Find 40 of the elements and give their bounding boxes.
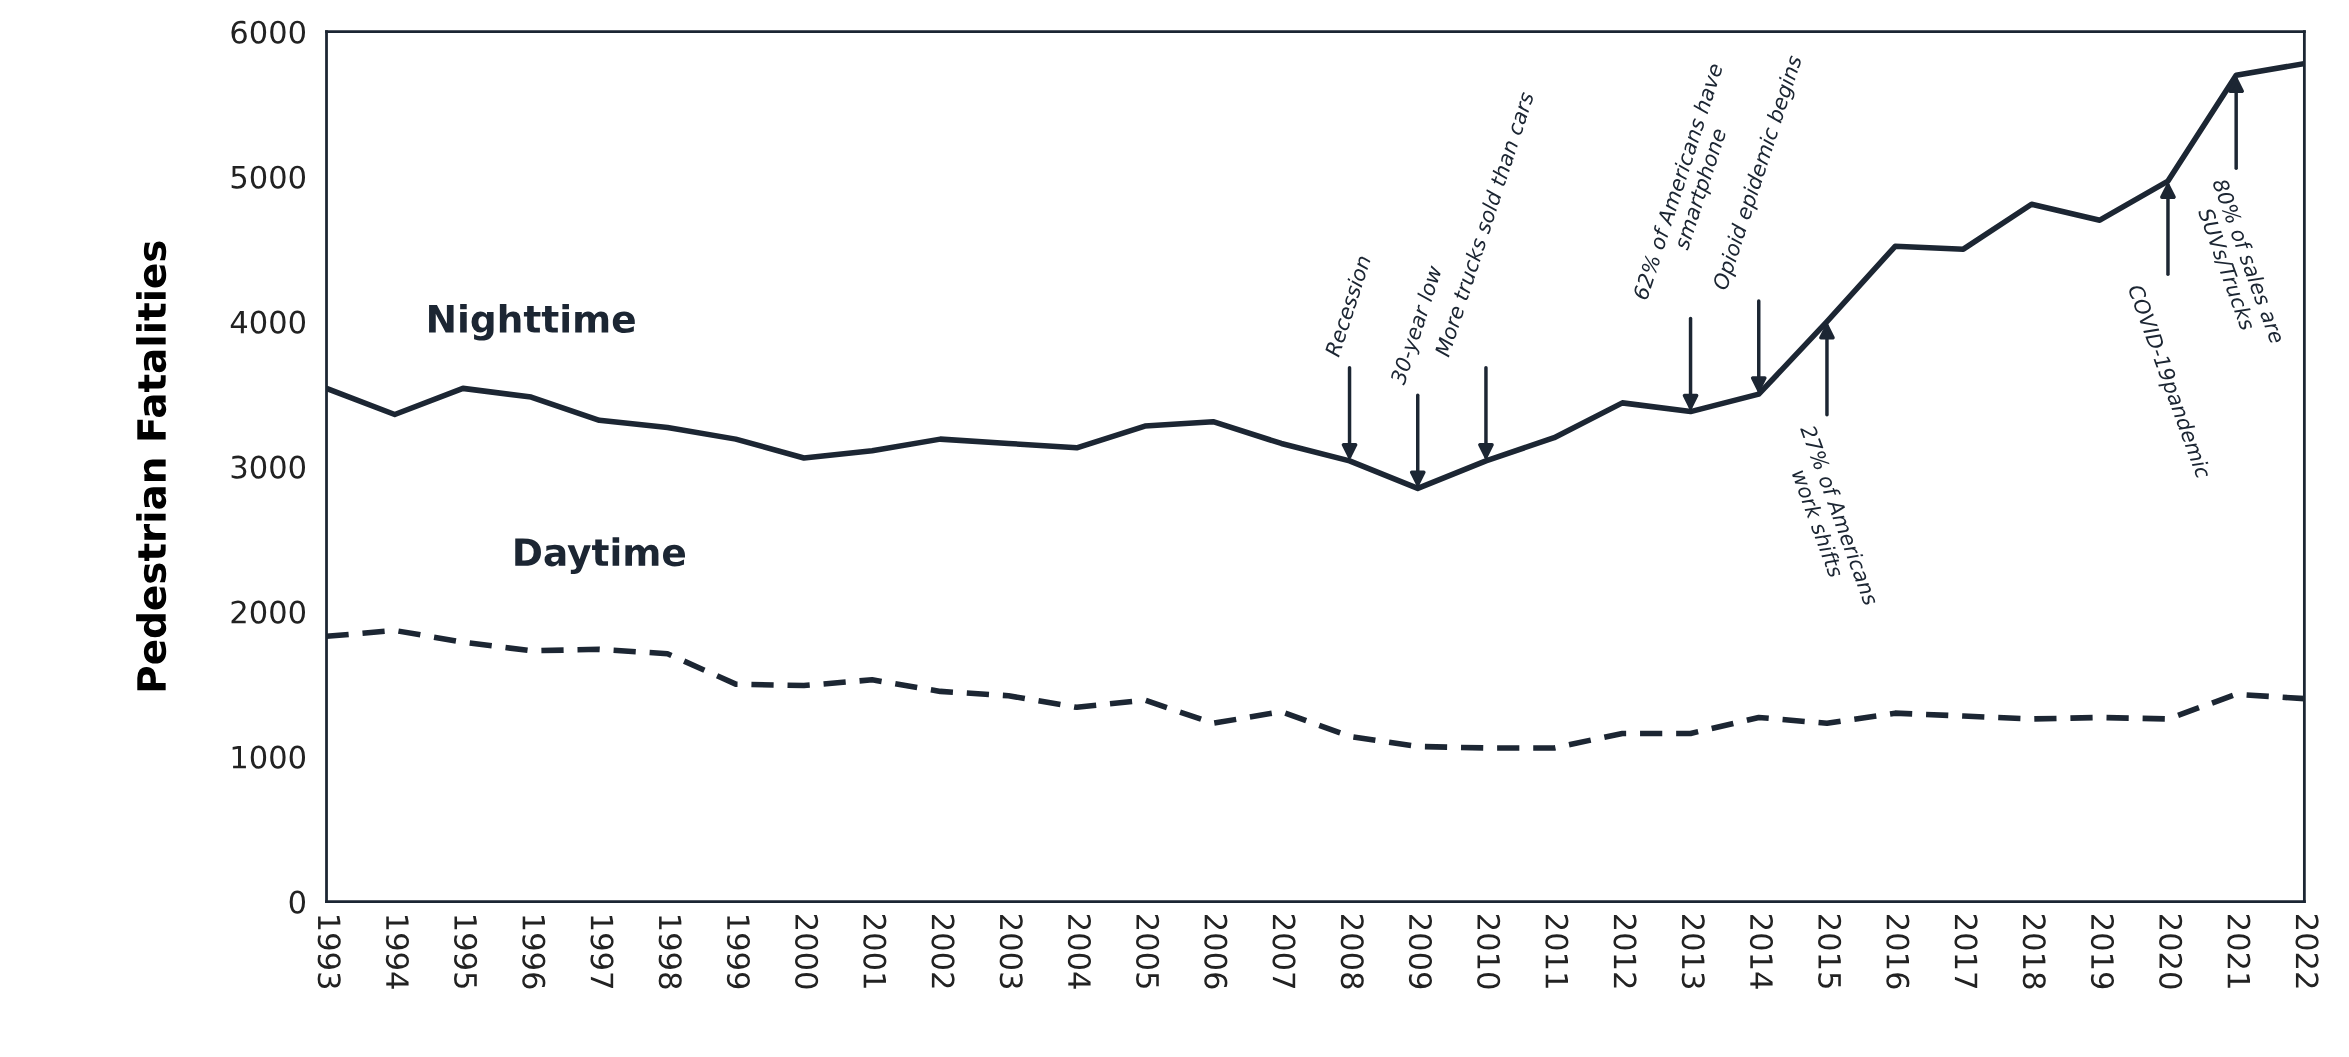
x-tick-label: 1994 bbox=[385, 916, 409, 989]
y-tick-label: 5000 bbox=[231, 165, 306, 189]
x-tick-label: 1995 bbox=[454, 916, 478, 988]
x-tick-label: 1993 bbox=[317, 916, 341, 989]
x-tick-label: 2007 bbox=[1272, 914, 1296, 988]
x-tick-label: 2018 bbox=[2022, 914, 2046, 989]
series-label: Nighttime bbox=[429, 303, 635, 341]
x-tick-label: 2014 bbox=[1749, 914, 1773, 989]
x-tick-label: 2012 bbox=[1613, 914, 1637, 988]
x-tick-label: 1999 bbox=[726, 916, 750, 989]
x-tick-label: 2008 bbox=[1340, 914, 1364, 989]
x-tick-label: 2020 bbox=[2159, 914, 2183, 989]
x-tick-label: 2004 bbox=[1067, 914, 1091, 989]
x-tick-label: 2013 bbox=[1681, 914, 1705, 989]
y-tick-label: 0 bbox=[289, 890, 306, 914]
x-tick-label: 2005 bbox=[1136, 914, 1160, 988]
x-tick-label: 2003 bbox=[999, 914, 1023, 989]
x-tick-label: 1998 bbox=[658, 916, 682, 989]
x-tick-label: 2015 bbox=[1818, 914, 1842, 988]
x-tick-label: 1997 bbox=[590, 916, 614, 988]
series-label: Daytime bbox=[515, 537, 685, 574]
x-tick-label: 2019 bbox=[2090, 914, 2115, 989]
x-tick-label: 2000 bbox=[795, 914, 819, 989]
x-tick-label: 2009 bbox=[1408, 914, 1432, 989]
x-tick-label: 2016 bbox=[1886, 914, 1910, 989]
y-tick-label: 3000 bbox=[231, 455, 306, 479]
x-tick-label: 2010 bbox=[1477, 914, 1501, 989]
y-tick-label: 1000 bbox=[232, 745, 306, 769]
x-tick-label: 2006 bbox=[1204, 914, 1228, 989]
x-tick-label: 2022 bbox=[2295, 914, 2319, 988]
x-tick-label: 2021 bbox=[2227, 914, 2251, 988]
y-tick-label: 4000 bbox=[230, 310, 306, 334]
y-tick-label: 2000 bbox=[231, 600, 306, 624]
y-axis-title: Pedestrian Fatalities bbox=[136, 241, 167, 691]
x-tick-label: 1996 bbox=[522, 916, 546, 989]
x-tick-label: 2002 bbox=[931, 914, 955, 988]
y-tick-label: 6000 bbox=[231, 20, 306, 44]
x-tick-label: 2011 bbox=[1545, 914, 1569, 988]
x-tick-label: 2017 bbox=[1954, 914, 1978, 988]
x-tick-label: 2001 bbox=[863, 914, 887, 988]
